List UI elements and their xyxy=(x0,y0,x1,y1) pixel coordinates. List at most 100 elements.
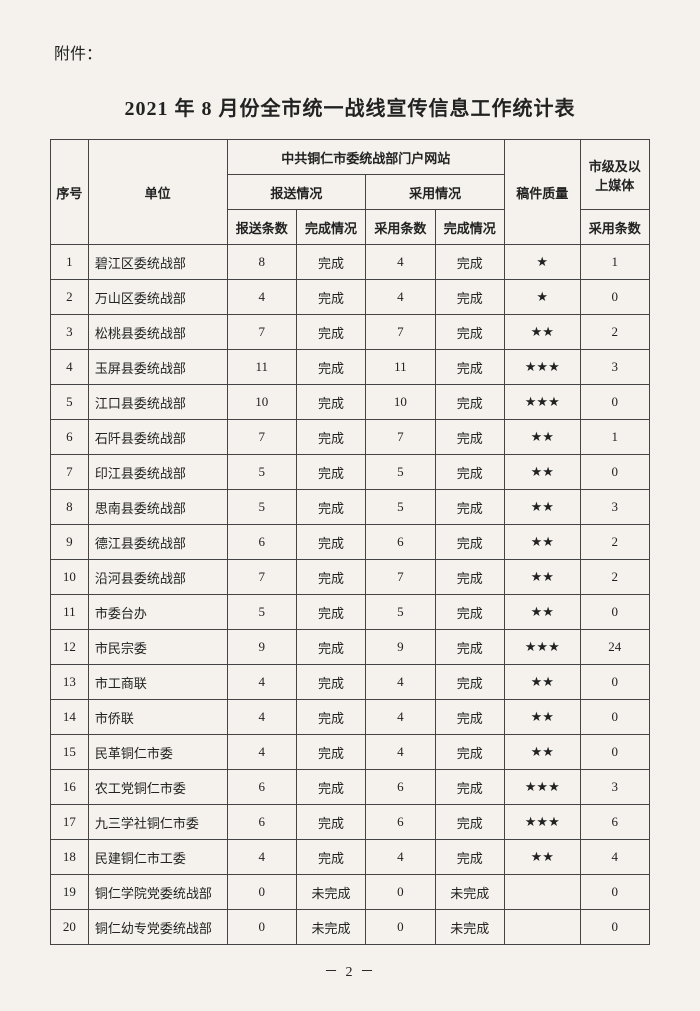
cell-submit-count: 4 xyxy=(227,840,296,875)
cell-quality: ★★ xyxy=(504,560,580,595)
cell-submit-status: 完成 xyxy=(296,665,365,700)
cell-quality: ★★★ xyxy=(504,630,580,665)
cell-submit-count: 4 xyxy=(227,665,296,700)
table-row: 1碧江区委统战部8完成4完成★1 xyxy=(51,245,650,280)
cell-adopt-status: 完成 xyxy=(435,805,504,840)
cell-media: 1 xyxy=(580,420,649,455)
cell-unit: 民建铜仁市工委 xyxy=(88,840,227,875)
th-submit: 报送情况 xyxy=(227,175,366,210)
cell-adopt-status: 完成 xyxy=(435,735,504,770)
cell-adopt-status: 完成 xyxy=(435,595,504,630)
cell-submit-count: 0 xyxy=(227,875,296,910)
cell-adopt-count: 4 xyxy=(366,665,435,700)
cell-adopt-count: 4 xyxy=(366,735,435,770)
cell-submit-count: 7 xyxy=(227,560,296,595)
cell-quality xyxy=(504,875,580,910)
th-adopt: 采用情况 xyxy=(366,175,505,210)
cell-media: 3 xyxy=(580,490,649,525)
cell-adopt-count: 6 xyxy=(366,805,435,840)
cell-submit-status: 完成 xyxy=(296,315,365,350)
cell-submit-count: 5 xyxy=(227,455,296,490)
cell-adopt-count: 5 xyxy=(366,455,435,490)
cell-seq: 9 xyxy=(51,525,89,560)
cell-seq: 11 xyxy=(51,595,89,630)
cell-unit: 思南县委统战部 xyxy=(88,490,227,525)
cell-adopt-status: 完成 xyxy=(435,385,504,420)
cell-seq: 16 xyxy=(51,770,89,805)
table-row: 12市民宗委9完成9完成★★★24 xyxy=(51,630,650,665)
cell-adopt-count: 4 xyxy=(366,700,435,735)
cell-adopt-status: 完成 xyxy=(435,280,504,315)
cell-unit: 市工商联 xyxy=(88,665,227,700)
page-number: － 2 － xyxy=(50,961,650,981)
cell-quality: ★★ xyxy=(504,315,580,350)
attachment-label: 附件： xyxy=(54,40,650,64)
cell-submit-status: 完成 xyxy=(296,770,365,805)
th-quality: 稿件质量 xyxy=(504,140,580,245)
cell-unit: 碧江区委统战部 xyxy=(88,245,227,280)
cell-submit-count: 6 xyxy=(227,770,296,805)
cell-quality: ★★★ xyxy=(504,770,580,805)
cell-seq: 19 xyxy=(51,875,89,910)
cell-media: 0 xyxy=(580,735,649,770)
cell-adopt-count: 5 xyxy=(366,595,435,630)
cell-unit: 九三学社铜仁市委 xyxy=(88,805,227,840)
table-row: 7印江县委统战部5完成5完成★★0 xyxy=(51,455,650,490)
cell-submit-count: 9 xyxy=(227,630,296,665)
cell-submit-count: 4 xyxy=(227,280,296,315)
cell-quality: ★★ xyxy=(504,525,580,560)
cell-unit: 松桃县委统战部 xyxy=(88,315,227,350)
table-row: 3松桃县委统战部7完成7完成★★2 xyxy=(51,315,650,350)
cell-adopt-status: 完成 xyxy=(435,350,504,385)
cell-unit: 印江县委统战部 xyxy=(88,455,227,490)
cell-seq: 6 xyxy=(51,420,89,455)
cell-unit: 市民宗委 xyxy=(88,630,227,665)
cell-seq: 7 xyxy=(51,455,89,490)
table-row: 15民革铜仁市委4完成4完成★★0 xyxy=(51,735,650,770)
cell-adopt-status: 完成 xyxy=(435,315,504,350)
cell-media: 0 xyxy=(580,700,649,735)
cell-unit: 农工党铜仁市委 xyxy=(88,770,227,805)
cell-adopt-count: 7 xyxy=(366,315,435,350)
cell-adopt-status: 未完成 xyxy=(435,875,504,910)
cell-submit-status: 完成 xyxy=(296,700,365,735)
cell-quality: ★★★ xyxy=(504,805,580,840)
cell-media: 0 xyxy=(580,385,649,420)
cell-seq: 13 xyxy=(51,665,89,700)
table-row: 16农工党铜仁市委6完成6完成★★★3 xyxy=(51,770,650,805)
cell-adopt-status: 完成 xyxy=(435,420,504,455)
cell-quality: ★★ xyxy=(504,665,580,700)
cell-adopt-count: 0 xyxy=(366,875,435,910)
th-adopt-count: 采用条数 xyxy=(366,210,435,245)
table-row: 17九三学社铜仁市委6完成6完成★★★6 xyxy=(51,805,650,840)
cell-adopt-count: 9 xyxy=(366,630,435,665)
table-row: 9德江县委统战部6完成6完成★★2 xyxy=(51,525,650,560)
cell-quality: ★★ xyxy=(504,490,580,525)
cell-adopt-status: 完成 xyxy=(435,700,504,735)
cell-media: 6 xyxy=(580,805,649,840)
table-row: 6石阡县委统战部7完成7完成★★1 xyxy=(51,420,650,455)
cell-adopt-status: 完成 xyxy=(435,665,504,700)
cell-seq: 1 xyxy=(51,245,89,280)
cell-media: 0 xyxy=(580,875,649,910)
cell-adopt-count: 0 xyxy=(366,910,435,945)
cell-submit-status: 完成 xyxy=(296,735,365,770)
cell-unit: 市侨联 xyxy=(88,700,227,735)
cell-quality: ★★ xyxy=(504,595,580,630)
cell-unit: 市委台办 xyxy=(88,595,227,630)
cell-media: 2 xyxy=(580,315,649,350)
cell-submit-status: 完成 xyxy=(296,840,365,875)
cell-adopt-status: 未完成 xyxy=(435,910,504,945)
cell-quality: ★★ xyxy=(504,700,580,735)
cell-adopt-status: 完成 xyxy=(435,490,504,525)
cell-seq: 20 xyxy=(51,910,89,945)
cell-adopt-count: 6 xyxy=(366,525,435,560)
cell-submit-status: 完成 xyxy=(296,490,365,525)
cell-submit-count: 6 xyxy=(227,805,296,840)
cell-submit-status: 完成 xyxy=(296,350,365,385)
cell-submit-status: 完成 xyxy=(296,525,365,560)
cell-unit: 石阡县委统战部 xyxy=(88,420,227,455)
table-row: 10沿河县委统战部7完成7完成★★2 xyxy=(51,560,650,595)
cell-seq: 10 xyxy=(51,560,89,595)
cell-quality: ★★ xyxy=(504,840,580,875)
